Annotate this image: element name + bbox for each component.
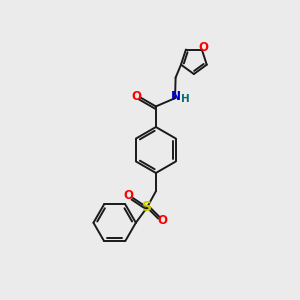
Text: S: S [142,200,152,214]
Text: O: O [158,214,167,227]
Text: O: O [124,189,134,202]
Text: O: O [132,90,142,103]
Text: H: H [181,94,189,104]
Text: O: O [198,41,208,54]
Text: N: N [171,90,181,103]
